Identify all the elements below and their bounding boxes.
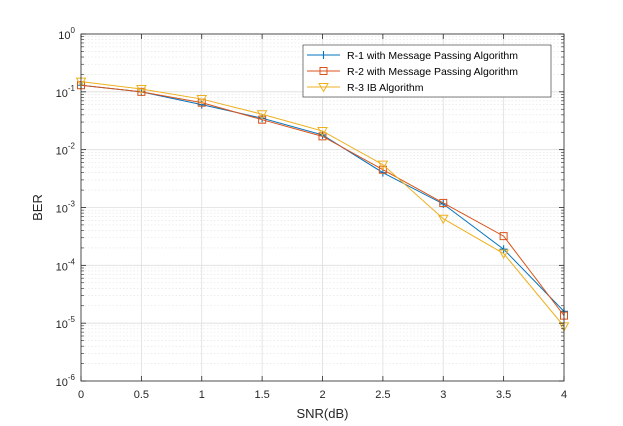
series-1-point	[499, 245, 508, 254]
y-tick-label: 10-6	[56, 373, 76, 389]
series-2-point	[439, 198, 448, 207]
x-tick-label: 1.5	[254, 389, 269, 401]
y-tick-label: 10-2	[56, 142, 76, 158]
series-2-point	[318, 132, 327, 141]
legend: R-1 with Message Passing Algorithm R-2 wi…	[302, 44, 552, 98]
series-3-point	[136, 84, 147, 95]
legend-item-3: R-3 IB Algorithm	[307, 82, 424, 94]
ticks	[80, 33, 565, 382]
legend-label: R-2 with Message Passing Algorithm	[347, 66, 518, 78]
x-tick-label: 1	[199, 389, 205, 401]
series-2-point	[258, 115, 267, 124]
legend-item-1: R-1 with Message Passing Algorithm	[307, 50, 518, 62]
x-tick-label: 0.5	[134, 389, 149, 401]
legend-marker	[318, 83, 329, 93]
series-3-point	[317, 127, 328, 137]
series-3-point	[377, 160, 389, 171]
series-3-line	[80, 81, 565, 327]
series-2-point	[499, 232, 508, 241]
x-tick-label: 0	[78, 389, 84, 401]
y-tick-label: 10-1	[56, 84, 76, 100]
y-tick-label: 10-5	[56, 315, 76, 331]
series-2-point	[137, 87, 146, 96]
series-2-point	[378, 165, 387, 174]
y-tick-label: 10-4	[56, 257, 76, 273]
series-3-point	[498, 249, 509, 260]
series-3-point	[256, 110, 268, 120]
legend-marker	[319, 51, 328, 59]
y-axis-label: BER	[30, 194, 45, 221]
x-tick-label: 2	[319, 389, 325, 401]
legend-label: R-3 IB Algorithm	[347, 82, 424, 94]
y-tick-label: 100	[58, 26, 75, 42]
legend-item-2: R-2 with Message Passing Algorithm	[307, 66, 518, 78]
legend-marker	[319, 67, 328, 75]
legend-label: R-1 with Message Passing Algorithm	[347, 50, 518, 62]
x-tick-label: 3	[440, 389, 446, 401]
x-tick-label: 2.5	[375, 389, 390, 401]
x-tick-label: 3.5	[496, 389, 511, 401]
x-axis-label: SNR(dB)	[296, 406, 348, 421]
series-1-point	[197, 100, 206, 109]
y-tick-label: 10-3	[56, 200, 76, 216]
tick-labels: 0 0.5 1 1.5 2 2.5 3 3.5 4 10-6 10-5 10-4 10-3 10-2 10-…	[56, 26, 567, 401]
x-tick-label: 4	[561, 389, 567, 401]
series-3-point	[437, 214, 449, 225]
legend-box	[302, 44, 552, 98]
series-3-point	[196, 95, 208, 105]
